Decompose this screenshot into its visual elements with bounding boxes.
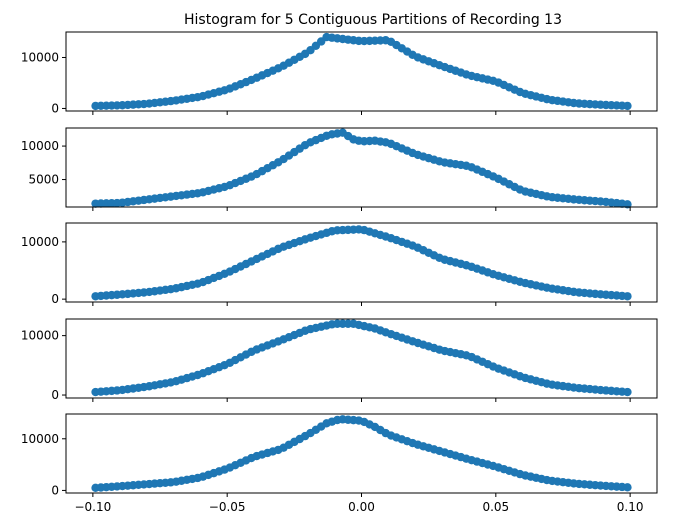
x-tick-label: 0.05 [482,500,509,514]
subplot-3: 0 10000 [21,222,658,306]
x-tick-label: −0.05 [209,500,246,514]
data-point [623,292,632,301]
x-tick-label: 0.00 [348,500,375,514]
x-tick-label: 0.10 [617,500,644,514]
data-point [623,101,632,111]
subplot-2: 5000 10000 [21,127,658,211]
series-points [91,32,632,111]
subplot-4: 0 10000 [21,318,658,402]
y-tick-label: 10000 [21,432,59,446]
series-points [91,128,632,209]
y-tick-label: 0 [51,483,59,497]
y-tick-label: 10000 [21,329,59,343]
y-tick-label: 0 [51,388,59,402]
subplot-5: 0 10000 −0.10 −0.05 0.00 0.05 0.10 [21,413,658,514]
data-point [623,200,632,209]
y-tick-label: 10000 [21,235,59,249]
series-points [91,319,632,397]
x-tick-label: −0.10 [74,500,111,514]
y-tick-label: 0 [51,101,59,115]
series-points [91,225,632,301]
subplot-1: 0 10000 [21,31,658,115]
y-tick-label: 10000 [21,139,59,153]
chart-title: Histogram for 5 Contiguous Partitions of… [184,12,562,28]
y-tick-label: 10000 [21,50,59,64]
data-point [623,483,632,492]
y-tick-label: 5000 [28,173,59,187]
data-point [623,387,632,397]
series-points [91,415,632,493]
y-tick-label: 0 [51,292,59,306]
